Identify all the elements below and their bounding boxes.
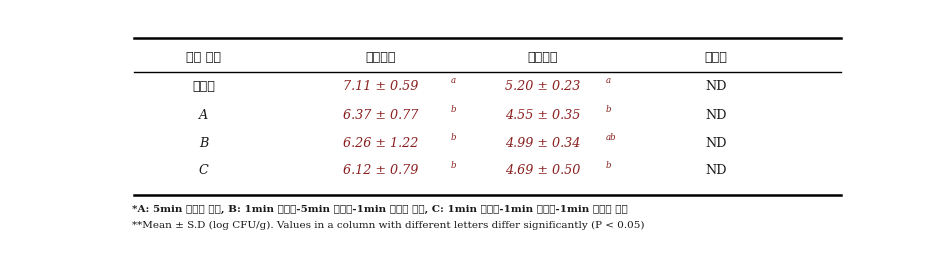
Text: **Mean ± S.D (log CFU/g). Values in a column with different letters differ signi: **Mean ± S.D (log CFU/g). Values in a co… <box>132 221 645 230</box>
Text: 세척전: 세척전 <box>192 80 215 93</box>
Text: a: a <box>451 76 456 85</box>
Text: ND: ND <box>705 164 727 177</box>
Text: *A: 5min 전해수 침지, B: 1min 증류수-5min 전해수-1min 증류수 침지, C: 1min 증류수-1min 전해수-1min 증류수: *A: 5min 전해수 침지, B: 1min 증류수-5min 전해수-1m… <box>132 205 628 214</box>
Text: ab: ab <box>605 133 616 142</box>
Text: ND: ND <box>705 109 727 122</box>
Text: A: A <box>199 109 208 122</box>
Text: b: b <box>451 133 456 142</box>
Text: 6.26 ± 1.22: 6.26 ± 1.22 <box>342 136 418 150</box>
Text: 일반세균: 일반세균 <box>365 51 396 64</box>
Text: 6.12 ± 0.79: 6.12 ± 0.79 <box>342 164 418 177</box>
Text: ND: ND <box>705 80 727 93</box>
Text: 7.11 ± 0.59: 7.11 ± 0.59 <box>342 80 418 93</box>
Text: b: b <box>605 160 611 170</box>
Text: b: b <box>451 160 456 170</box>
Text: 5.20 ± 0.23: 5.20 ± 0.23 <box>505 80 580 93</box>
Text: 4.55 ± 0.35: 4.55 ± 0.35 <box>505 109 580 122</box>
Text: 4.69 ± 0.50: 4.69 ± 0.50 <box>505 164 580 177</box>
Text: 처리 조건: 처리 조건 <box>186 51 222 64</box>
Text: 대장균: 대장균 <box>705 51 728 64</box>
Text: C: C <box>199 164 208 177</box>
Text: 4.99 ± 0.34: 4.99 ± 0.34 <box>505 136 580 150</box>
Text: 대장균군: 대장균군 <box>528 51 558 64</box>
Text: ND: ND <box>705 136 727 150</box>
Text: B: B <box>199 136 208 150</box>
Text: b: b <box>605 105 611 114</box>
Text: a: a <box>605 76 611 85</box>
Text: 6.37 ± 0.77: 6.37 ± 0.77 <box>342 109 418 122</box>
Text: b: b <box>451 105 456 114</box>
